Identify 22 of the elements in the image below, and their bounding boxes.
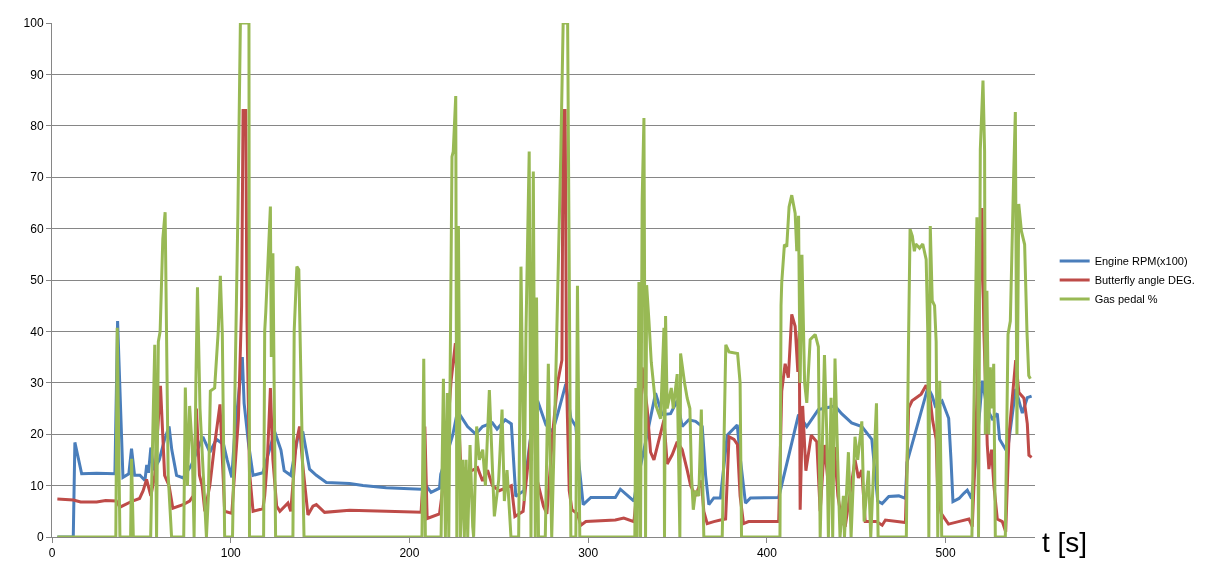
y-tick-label: 30 (30, 376, 44, 390)
x-tick-label: 400 (756, 546, 778, 561)
y-tick-label: 20 (30, 427, 44, 442)
line-series (55, 23, 1032, 537)
y-tick-label: 50 (30, 273, 44, 288)
x-tick-label: 0 (48, 546, 56, 561)
y-tick-label: 90 (30, 67, 44, 82)
x-tick-label: 200 (399, 546, 420, 561)
y-tick-label: 70 (30, 170, 44, 185)
legend-label: Engine RPM(x100) (1094, 255, 1188, 268)
y-tick-label: 40 (30, 324, 44, 339)
x-axis-title: t [s] (1042, 527, 1088, 558)
y-tick-label: 0 (36, 530, 44, 545)
x-tick-label: 300 (578, 546, 599, 561)
x-tick-label: 500 (935, 546, 956, 561)
y-tick-label: 10 (30, 478, 44, 493)
y-tick-label: 100 (23, 16, 44, 31)
legend-label: Gas pedal % (1094, 293, 1158, 306)
y-tick-label: 80 (30, 119, 44, 133)
legend-label: Butterfly angle DEG. (1094, 274, 1195, 287)
y-tick-label: 60 (30, 221, 44, 236)
x-tick-label: 100 (220, 546, 242, 561)
